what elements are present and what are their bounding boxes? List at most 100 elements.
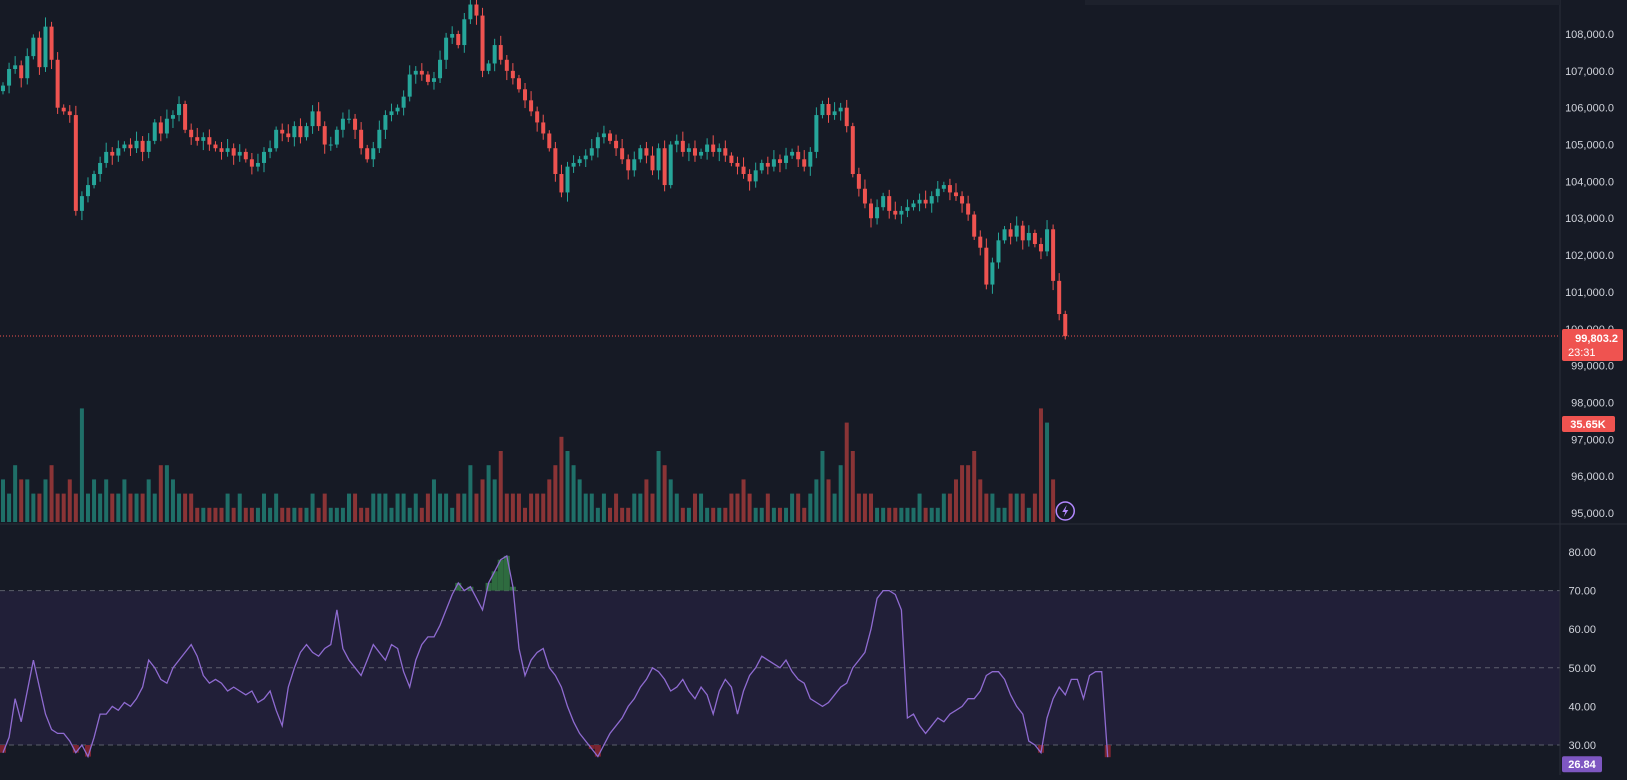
volume-bar <box>492 479 497 522</box>
price-tick-label: 103,000.0 <box>1565 213 1614 225</box>
candle-body <box>935 188 940 197</box>
volume-bar <box>541 493 546 522</box>
volume-bar <box>67 479 72 522</box>
volume-bar <box>280 507 285 522</box>
volume-bar <box>820 451 825 522</box>
candle-body <box>686 148 691 152</box>
volume-bar <box>808 493 813 522</box>
candle-body <box>134 140 139 149</box>
volume-bar <box>486 465 491 522</box>
candle-body <box>474 4 479 16</box>
candle-body <box>893 210 898 215</box>
volume-bar <box>911 507 916 522</box>
candle-body <box>73 115 78 211</box>
candle-body <box>941 185 946 189</box>
candle-body <box>741 166 746 175</box>
volume-bar <box>577 479 582 522</box>
candle-body <box>510 70 515 79</box>
candle-body <box>911 203 916 208</box>
candle-body <box>553 148 558 175</box>
volume-bar <box>504 493 509 522</box>
volume-bar <box>674 493 679 522</box>
candle-body <box>219 148 224 152</box>
candle-body <box>753 170 758 182</box>
price-tick-label: 106,000.0 <box>1565 103 1614 115</box>
volume-bar <box>984 493 989 522</box>
candle-body <box>583 155 588 160</box>
volume-bar <box>960 465 965 522</box>
volume-bar <box>923 507 928 522</box>
volume-bar <box>699 493 704 522</box>
candle-body <box>717 148 722 152</box>
volume-bar <box>304 507 309 522</box>
volume-bar <box>365 507 370 522</box>
volume-bar <box>796 493 801 522</box>
volume-bar <box>146 479 151 522</box>
volume-bar <box>802 507 807 522</box>
price-axis[interactable]: 108,000.0 107,000.0 106,000.0 105,000.0 104,… <box>1562 29 1623 773</box>
volume-bar <box>565 451 570 522</box>
candle-body <box>183 104 188 130</box>
volume-bar <box>790 493 795 522</box>
volume-bar <box>413 493 418 522</box>
candle-body <box>262 151 267 163</box>
volume-bar <box>935 507 940 522</box>
candle-body <box>122 144 127 149</box>
candle-body <box>650 155 655 171</box>
volume-bar <box>116 493 121 522</box>
volume-bar <box>589 493 594 522</box>
volume-bar <box>79 408 84 522</box>
volume-bar <box>170 479 175 522</box>
candle-body <box>777 159 782 163</box>
volume-bar <box>1045 422 1050 522</box>
candle-body <box>425 74 430 82</box>
candle-body <box>565 166 570 193</box>
candle-body <box>419 70 424 75</box>
candle-body <box>377 129 382 149</box>
candle-body <box>771 159 776 167</box>
candle-body <box>450 34 455 38</box>
volume-bar <box>225 493 230 522</box>
volume-bar <box>535 493 540 522</box>
volume-bar <box>686 507 691 522</box>
volume-bar <box>680 507 685 522</box>
candle-body <box>286 133 291 138</box>
candle-body <box>104 151 109 163</box>
candle-body <box>577 159 582 163</box>
candle-body <box>972 214 977 237</box>
volume-bar <box>104 479 109 522</box>
candle-body <box>1 85 5 92</box>
volume-bar <box>571 465 576 522</box>
candle-body <box>322 126 327 145</box>
price-tick-label: 107,000.0 <box>1565 66 1614 78</box>
volume-bar <box>656 451 661 522</box>
candle-body <box>729 155 734 163</box>
candle-body <box>1020 225 1025 241</box>
candle-body <box>304 126 309 138</box>
volume-bar <box>158 465 163 522</box>
candle-body <box>255 162 260 167</box>
volume-bar <box>650 493 655 522</box>
volume-badge <box>1562 416 1615 432</box>
volume-bar <box>723 507 728 522</box>
candle-body <box>1051 229 1056 281</box>
candle-body <box>444 37 449 60</box>
candle-body <box>346 118 351 120</box>
candle-layer <box>1 0 1068 340</box>
last-price-countdown: 23:31 <box>1568 347 1596 359</box>
volume-bar <box>996 507 1001 522</box>
rsi-badge <box>1562 756 1602 773</box>
candle-body <box>292 126 297 138</box>
candle-body <box>7 69 12 86</box>
candle-body <box>632 159 637 171</box>
candle-body <box>905 207 910 211</box>
candle-body <box>723 148 728 156</box>
lightning-icon[interactable] <box>1055 501 1075 521</box>
candle-body <box>614 140 619 149</box>
volume-bar <box>765 493 770 522</box>
volume-bar <box>407 507 412 522</box>
volume-bar <box>626 507 631 522</box>
candle-body <box>516 78 521 90</box>
